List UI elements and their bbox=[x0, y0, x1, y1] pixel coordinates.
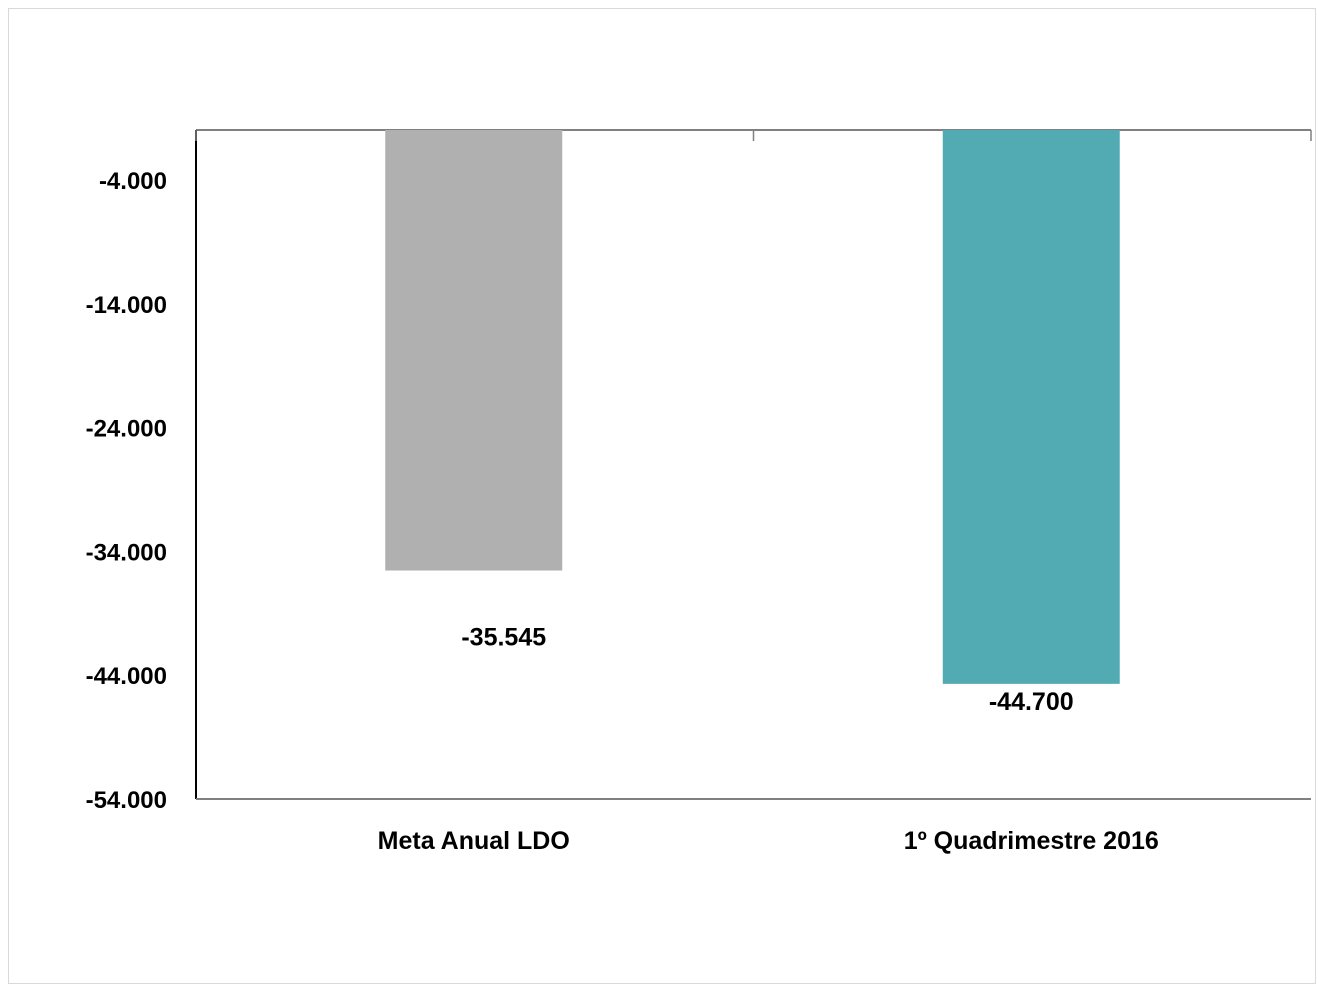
data-label: -44.700 bbox=[989, 688, 1074, 716]
y-tick-label: -14.000 bbox=[86, 292, 167, 319]
y-tick-label: -44.000 bbox=[86, 663, 167, 690]
data-label: -35.545 bbox=[461, 624, 546, 652]
y-tick-label: -54.000 bbox=[86, 787, 167, 814]
category-label: Meta Anual LDO bbox=[378, 827, 570, 855]
y-tick-label: -24.000 bbox=[86, 416, 167, 443]
y-tick-label: -34.000 bbox=[86, 539, 167, 566]
category-label: 1º Quadrimestre 2016 bbox=[904, 827, 1159, 855]
y-tick-label: -4.000 bbox=[99, 168, 167, 195]
axes bbox=[195, 129, 1312, 800]
bar bbox=[385, 130, 563, 571]
bars bbox=[385, 130, 1120, 684]
bar bbox=[942, 130, 1120, 684]
labels: -4.000 -14.000 -24.000 -34.000 -44.000 -54.00… bbox=[86, 168, 1159, 855]
